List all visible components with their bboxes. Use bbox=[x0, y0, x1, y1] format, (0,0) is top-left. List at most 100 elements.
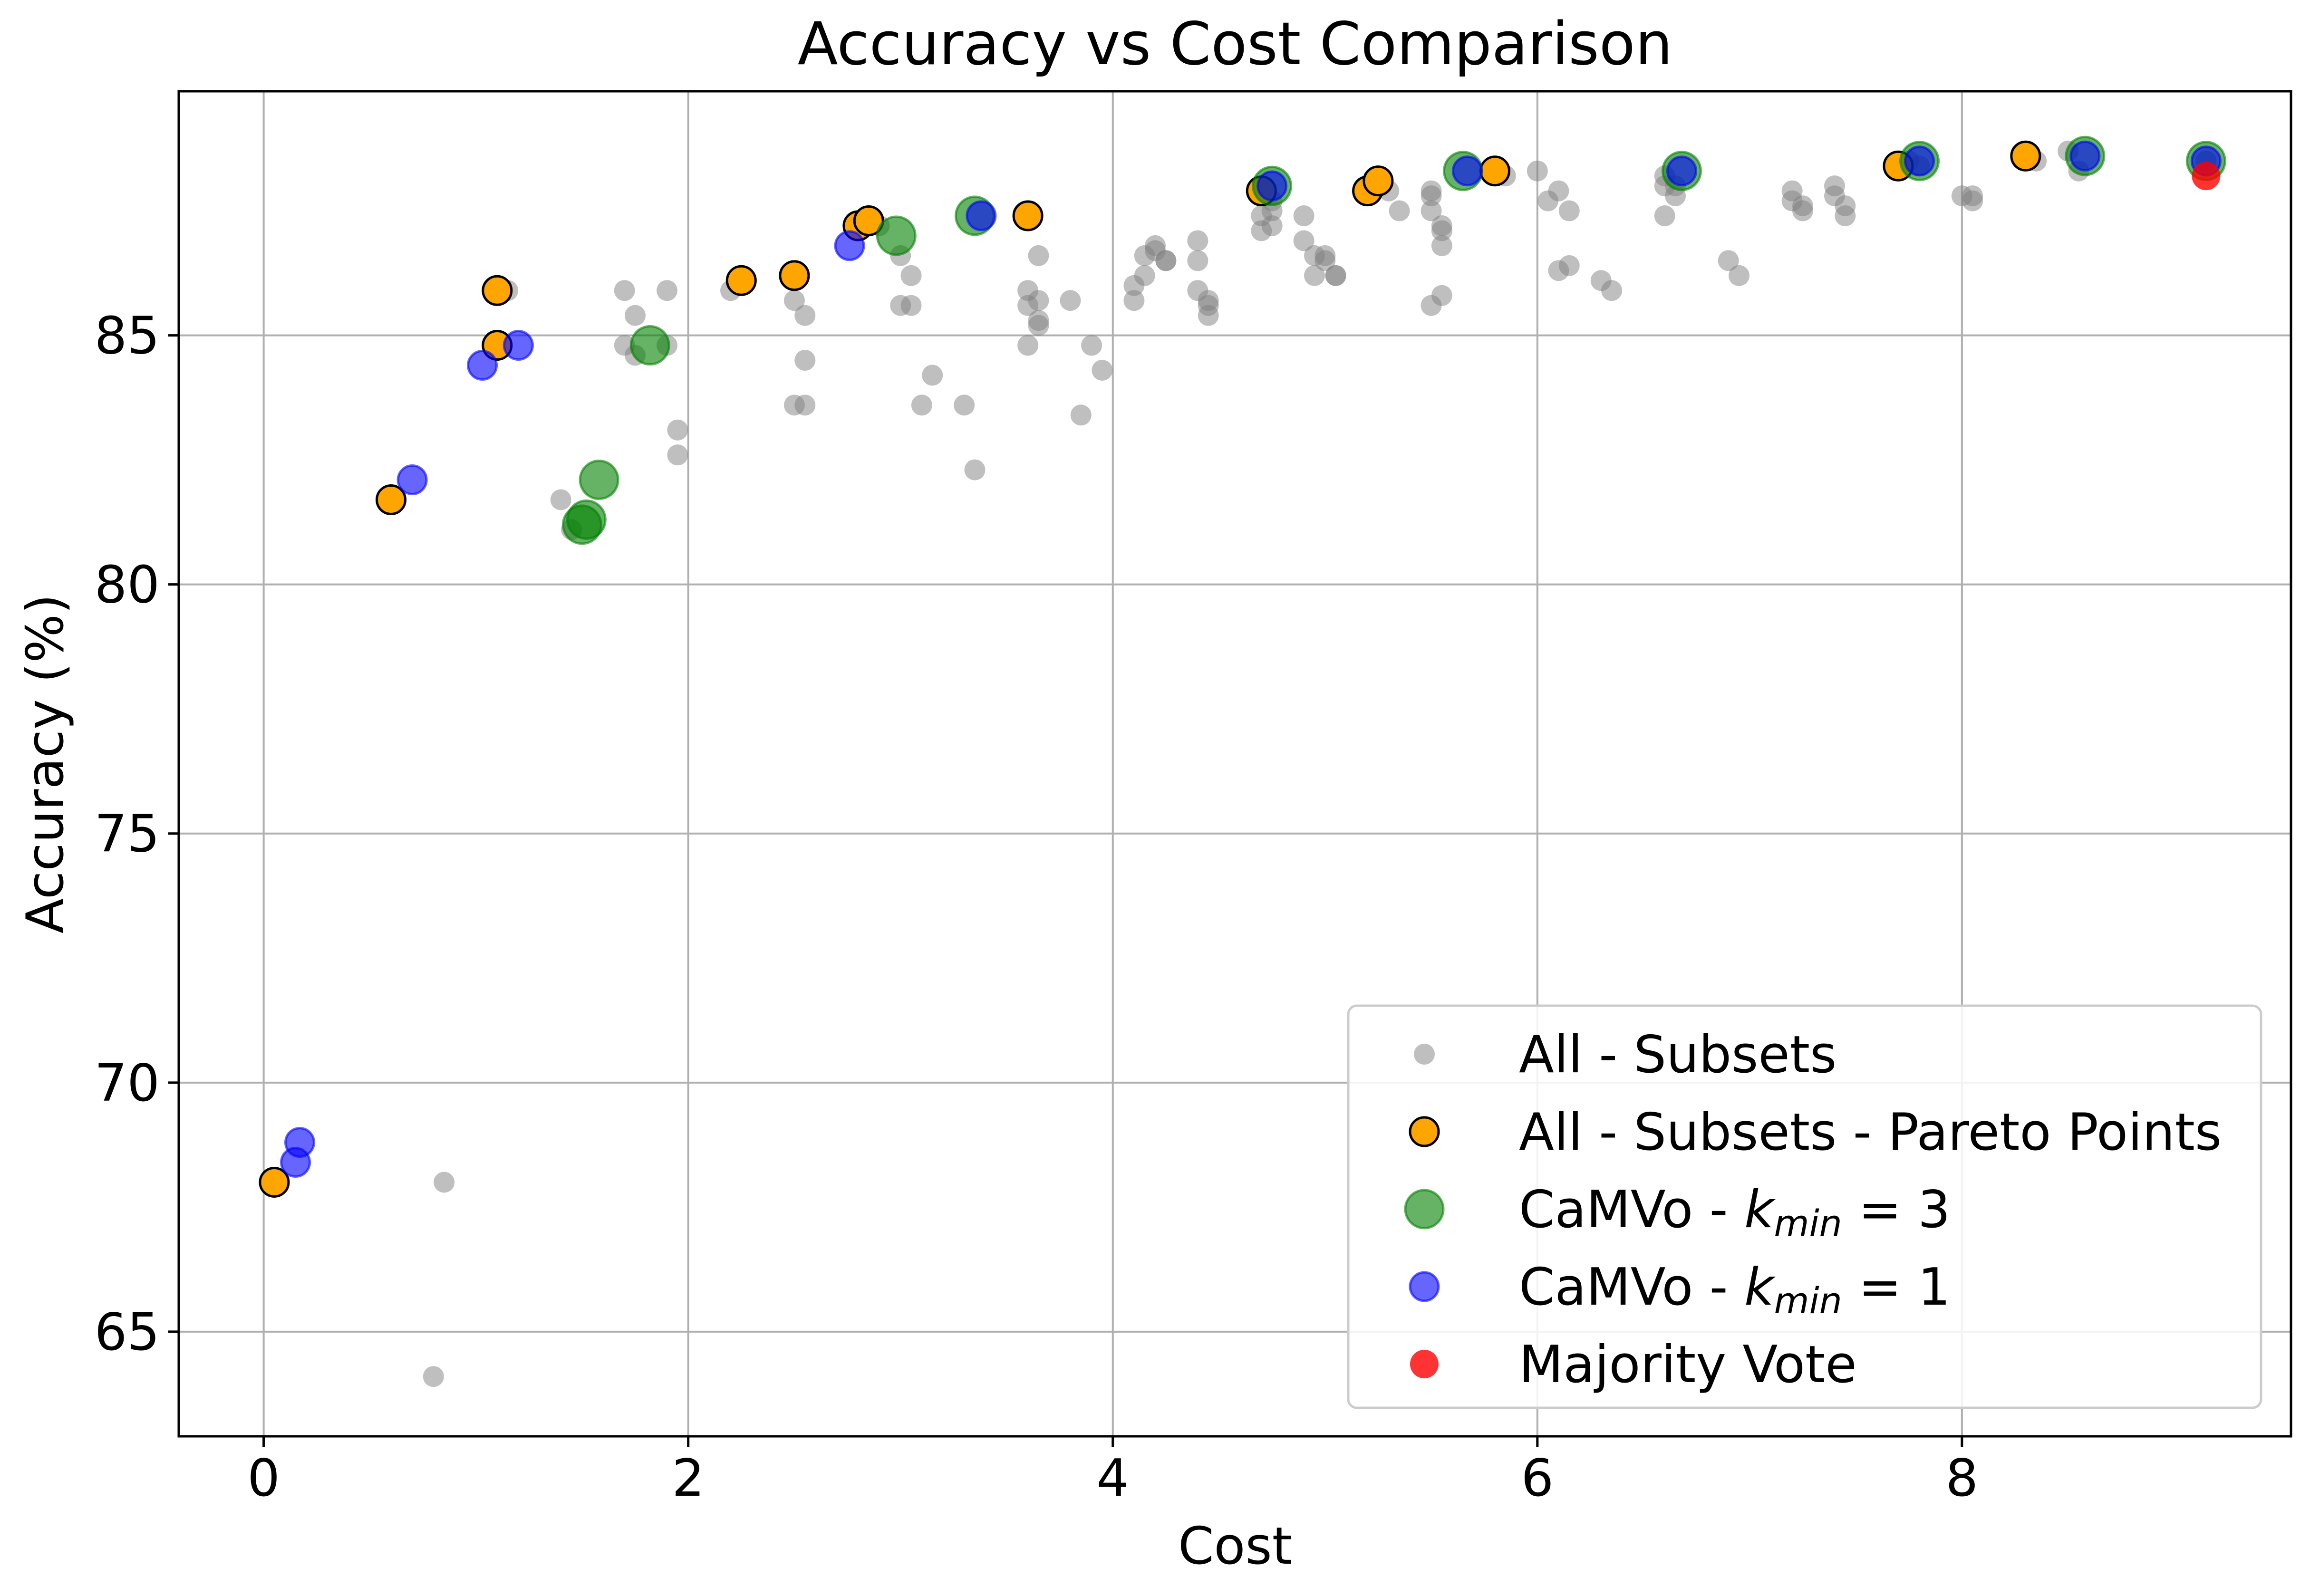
y-tick-label: 65 bbox=[95, 1303, 160, 1362]
legend-marker bbox=[1410, 1350, 1439, 1378]
all-subsets-pareto-points-point bbox=[1012, 200, 1044, 231]
x-tick-label: 0 bbox=[247, 1449, 280, 1508]
legend-box bbox=[1347, 1004, 2262, 1409]
majority-vote-point bbox=[2192, 162, 2221, 191]
all-subsets-point bbox=[1558, 255, 1580, 276]
all-subsets-point bbox=[1431, 215, 1452, 236]
all-subsets-point bbox=[1421, 185, 1442, 207]
x-tick-label: 4 bbox=[1096, 1449, 1129, 1508]
plot-area-points bbox=[259, 135, 2226, 1387]
legend-marker bbox=[1409, 1271, 1440, 1302]
camvo-k-min-1-point bbox=[1451, 155, 1483, 187]
all-subsets-point bbox=[1729, 265, 1750, 286]
legend-entry-camvo-k-min-1: CaMVo - kmin = 1 bbox=[1409, 1258, 1951, 1322]
all-subsets-point bbox=[1431, 285, 1452, 306]
all-subsets-point bbox=[1792, 200, 1813, 221]
chart-title: Accuracy vs Cost Comparison bbox=[798, 10, 1672, 78]
camvo-k-min-3-point bbox=[876, 215, 917, 256]
all-subsets-point bbox=[1548, 180, 1569, 202]
camvo-k-min-3-point bbox=[566, 499, 607, 540]
all-subsets-point bbox=[954, 394, 975, 416]
camvo-k-min-1-point bbox=[1666, 155, 1697, 187]
all-subsets-point bbox=[657, 280, 678, 301]
all-subsets-pareto-points-point bbox=[376, 484, 407, 515]
all-subsets-pareto-points-point bbox=[2010, 140, 2041, 172]
all-subsets-point bbox=[667, 444, 688, 466]
all-subsets-point bbox=[1028, 310, 1049, 331]
legend-marker bbox=[1414, 1044, 1435, 1065]
all-subsets-point bbox=[1187, 230, 1208, 251]
series-camvo-k-min-1 bbox=[280, 140, 2222, 1178]
all-subsets-point bbox=[783, 290, 805, 311]
plot-area-frame bbox=[177, 90, 2292, 1438]
all-subsets-point bbox=[1081, 335, 1102, 356]
legend-label: CaMVo - kmin = 3 bbox=[1519, 1180, 1951, 1244]
all-subsets-point bbox=[550, 489, 571, 510]
all-subsets-point bbox=[900, 265, 922, 286]
legend-marker bbox=[1409, 1116, 1440, 1147]
all-subsets-pareto-points-point bbox=[779, 260, 810, 291]
camvo-k-min-1-point bbox=[966, 200, 997, 231]
legend-entry-majority-vote: Majority Vote bbox=[1410, 1335, 1857, 1394]
all-subsets-point bbox=[1028, 290, 1049, 311]
all-subsets-point bbox=[1601, 280, 1623, 301]
all-subsets-point bbox=[794, 394, 816, 416]
x-axis-label: Cost bbox=[1178, 1517, 1292, 1576]
all-subsets-point bbox=[1060, 290, 1081, 311]
all-subsets-point bbox=[1304, 265, 1325, 286]
all-subsets-point bbox=[1431, 235, 1452, 256]
all-subsets-point bbox=[900, 295, 922, 316]
camvo-k-min-1-point bbox=[2069, 140, 2101, 172]
all-subsets-point bbox=[1421, 200, 1442, 221]
camvo-k-min-1-point bbox=[467, 349, 498, 381]
legend-label: Majority Vote bbox=[1519, 1335, 1857, 1394]
camvo-k-min-1-point bbox=[1904, 145, 1935, 177]
legend-label: All - Subsets - Pareto Points bbox=[1519, 1103, 2222, 1162]
series-all-subsets-pareto-points bbox=[259, 140, 2041, 1198]
all-subsets-point bbox=[1198, 295, 1219, 316]
axis-ticks: 0 2 4 6 8 65 70 75 80 85 bbox=[95, 307, 1979, 1508]
all-subsets-pareto-points-point bbox=[725, 265, 757, 296]
legend-marker bbox=[1404, 1189, 1445, 1230]
camvo-k-min-1-point bbox=[834, 230, 865, 261]
y-tick-label: 75 bbox=[95, 805, 160, 864]
all-subsets-point bbox=[1017, 335, 1039, 356]
all-subsets-point bbox=[1835, 205, 1856, 227]
all-subsets-point bbox=[1187, 250, 1208, 271]
all-subsets-point bbox=[1314, 250, 1336, 271]
camvo-k-min-1-point bbox=[1256, 170, 1288, 202]
legend-label: CaMVo - kmin = 1 bbox=[1519, 1258, 1951, 1322]
y-tick-label: 70 bbox=[95, 1054, 160, 1113]
legend-entry-all-subsets-pareto-points: All - Subsets - Pareto Points bbox=[1409, 1103, 2222, 1162]
camvo-k-min-1-point bbox=[503, 330, 534, 361]
all-subsets-point bbox=[625, 305, 646, 326]
all-subsets-point bbox=[1527, 160, 1548, 182]
camvo-k-min-3-point bbox=[579, 460, 619, 500]
all-subsets-point bbox=[1962, 190, 1983, 212]
legend-entry-camvo-k-min-3: CaMVo - kmin = 3 bbox=[1404, 1180, 1951, 1244]
all-subsets-pareto-points-point bbox=[1479, 155, 1511, 187]
all-subsets-point bbox=[794, 350, 816, 371]
all-subsets-point bbox=[423, 1366, 444, 1387]
all-subsets-point bbox=[434, 1172, 455, 1193]
all-subsets-point bbox=[794, 305, 816, 326]
all-subsets-point bbox=[1155, 250, 1177, 271]
camvo-k-min-3-point bbox=[629, 325, 670, 366]
all-subsets-point bbox=[614, 280, 635, 301]
x-tick-label: 6 bbox=[1521, 1449, 1554, 1508]
all-subsets-point bbox=[1718, 250, 1739, 271]
y-tick-label: 80 bbox=[95, 556, 160, 615]
all-subsets-point bbox=[922, 365, 943, 386]
series-majority-vote bbox=[2192, 162, 2221, 191]
all-subsets-pareto-points-point bbox=[482, 275, 513, 306]
all-subsets-point bbox=[964, 459, 986, 481]
all-subsets-pareto-points-point bbox=[259, 1166, 290, 1198]
all-subsets-point bbox=[1123, 290, 1145, 311]
all-subsets-point bbox=[1558, 200, 1580, 221]
legend-entry-all-subsets: All - Subsets bbox=[1414, 1025, 1836, 1085]
all-subsets-point bbox=[1261, 215, 1283, 236]
x-tick-label: 8 bbox=[1946, 1449, 1979, 1508]
all-subsets-point bbox=[1070, 404, 1092, 426]
all-subsets-point bbox=[911, 394, 932, 416]
